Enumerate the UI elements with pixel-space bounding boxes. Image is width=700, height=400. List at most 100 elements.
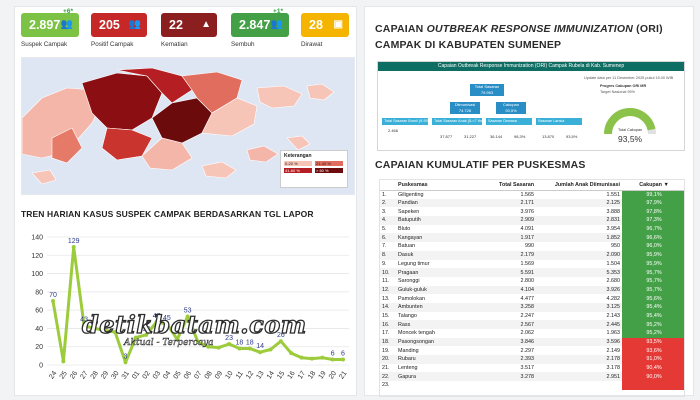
row-imunisasi: 2.143 — [606, 312, 621, 319]
col-cakupan[interactable]: Cakupan ▼ — [622, 180, 684, 191]
col-jumlah-imunisasi[interactable]: Jumlah Anak Diimunisasi — [536, 180, 622, 191]
table-row[interactable]: 21. Lenteng 3.517 3.178 90,4% — [380, 363, 684, 373]
table-row[interactable]: 7. Batuan 990 950 96,0% — [380, 242, 684, 251]
x-tick-label: 03 — [152, 370, 162, 380]
ori-card-header: Capaian Outbreak Response Immunization (… — [378, 62, 684, 71]
ori-title-italic: OUTBREAK RESPONSE IMMUNIZATION — [426, 23, 634, 35]
right-panel: CAPAIAN OUTBREAK RESPONSE IMMUNIZATION (… — [364, 6, 694, 397]
stat-label: Dirawat — [301, 41, 323, 48]
stat-value-box: 2.897 👥 — [21, 13, 79, 37]
data-point — [175, 337, 180, 342]
row-puskesmas: Guluk-guluk — [396, 285, 478, 295]
row-imunisasi: 1.504 — [606, 260, 621, 267]
table-row[interactable]: 17. Moncek tengah 2.062 1.963 95,2% — [380, 329, 684, 338]
x-tick-label: 24 — [48, 370, 58, 380]
table-row[interactable]: 2. Pandian 2.171 2.125 97,9% — [380, 198, 684, 208]
row-cakupan: 95,9% — [622, 250, 684, 260]
x-tick-label: 21 — [338, 370, 348, 380]
row-puskesmas: Pasongsongan — [396, 337, 478, 347]
data-point — [341, 357, 345, 362]
row-no: 8. — [380, 250, 396, 260]
table-row[interactable]: 19. Manding 2.297 2.149 93,6% — [380, 346, 684, 356]
x-tick-label: 29 — [100, 370, 110, 380]
row-puskesmas: Giligenting — [398, 191, 424, 198]
row-puskesmas: Batuputih — [396, 216, 478, 225]
table-row[interactable]: 18. Pasongsongan 3.846 3.596 93,5% — [380, 337, 684, 347]
ori-total-value: 79.963 — [480, 90, 494, 95]
watermark-main: detikbatam.com — [81, 309, 307, 339]
table-row[interactable]: 20. Rubaru 2.393 2.178 91,0% — [380, 355, 684, 364]
row-puskesmas: Gapura — [396, 372, 478, 382]
row-cakupan: 99,1% — [622, 190, 684, 199]
table-row[interactable]: 10. Pragaan 5.591 5.353 95,7% — [380, 268, 684, 277]
table-row[interactable]: 9. Legung timur 1.569 1.504 95,9% — [380, 259, 684, 269]
legend-chip-2: 21-40 % — [315, 161, 343, 166]
stat-card: 2.847 👥 Sembuh +1* — [231, 8, 289, 48]
col-puskesmas[interactable]: Puskesmas — [396, 180, 478, 191]
table-row[interactable]: 5. Bluto 4.091 3.954 96,7% — [380, 224, 684, 234]
data-point — [299, 355, 304, 360]
y-tick-label: 20 — [35, 344, 43, 351]
table-row[interactable]: 15. Talango 2.247 2.143 95,4% — [380, 311, 684, 321]
table-row[interactable]: 13. Pamolokan 4.477 4.282 95,6% — [380, 294, 684, 303]
x-tick-label: 09 — [214, 370, 224, 380]
ori-strip-3: Sasaran Dewasa — [486, 118, 532, 125]
trend-chart-title: TREN HARIAN KASUS SUSPEK CAMPAK BERDASAR… — [21, 209, 314, 219]
stat-value: 2.847 — [239, 18, 271, 32]
x-tick-label: 17 — [297, 370, 307, 380]
table-row[interactable]: 4. Batuputih 2.909 2.831 97,3% — [380, 216, 684, 225]
y-tick-label: 100 — [31, 271, 43, 278]
table-row[interactable]: 11. Saronggi 2.800 2.680 95,7% — [380, 276, 684, 286]
data-point — [216, 345, 221, 350]
people-icon: 👥 — [128, 19, 141, 30]
row-cakupan: 95,6% — [622, 294, 684, 303]
row-puskesmas — [396, 381, 478, 390]
data-label: 47 — [153, 313, 161, 320]
row-puskesmas: Sapeken — [398, 208, 420, 215]
ori-gauge-label: Progres Cakupan ORI MR — [600, 84, 647, 88]
table-row[interactable]: 1. Giligenting 1.565 1.551 99,1% — [380, 190, 684, 199]
table-row[interactable]: 8. Dasuk 2.179 2.090 95,9% — [380, 250, 684, 260]
left-panel: 2.897 👥 Suspek Campak +6* 205 👥 Positif Campak… — [14, 6, 357, 396]
kumulatif-title: CAPAIAN KUMULATIF PER PUSKESMAS — [375, 159, 586, 171]
row-imunisasi: 4.282 — [606, 295, 621, 302]
row-puskesmas: Lenteng — [398, 365, 418, 372]
stat-card: 2.897 👥 Suspek Campak +6* — [21, 8, 79, 48]
row-imunisasi: 3.954 — [606, 226, 621, 233]
table-row[interactable]: 3. Sapeken 3.976 3.888 97,8% — [380, 207, 684, 217]
row-puskesmas: Rass — [396, 320, 478, 329]
ori-title-post: (ORI) CAMPAK DI KABUPATEN SUMENEP — [375, 23, 663, 51]
table-header-row: Puskesmas Total Sasaran Jumlah Anak Diim… — [380, 180, 684, 191]
row-cakupan: 95,7% — [622, 268, 684, 277]
x-tick-label: 12 — [245, 370, 255, 380]
data-label: 129 — [68, 238, 80, 245]
row-puskesmas: Moncek tengah — [398, 330, 435, 337]
stat-label: Kematian — [161, 41, 188, 48]
table-row[interactable]: 22. Gapura 3.278 2.951 90,0% — [380, 372, 684, 382]
case-map[interactable]: Keterangan 0-20 % 21-40 % 41-60 % > 60 % — [21, 57, 355, 195]
ori-summary-card: Capaian Outbreak Response Immunization (… — [377, 61, 685, 151]
table-body: 1. Giligenting 1.565 1.551 99,1% 2. Pandian 2.1… — [380, 190, 684, 390]
row-puskesmas: Ambunten — [396, 302, 478, 312]
data-label: 6 — [331, 351, 335, 358]
data-label: 45 — [163, 315, 171, 322]
table-row[interactable]: 23. — [380, 381, 684, 390]
table-row[interactable]: 6. Kangayan 1.917 1.852 96,6% — [380, 233, 684, 243]
stat-delta: +1* — [273, 8, 283, 15]
ori-title-pre: CAPAIAN — [375, 23, 427, 35]
table-row[interactable]: 12. Guluk-guluk 4.104 3.926 95,7% — [380, 285, 684, 295]
x-tick-label: 10 — [224, 370, 234, 380]
x-tick-label: 06 — [183, 370, 193, 380]
x-tick-label: 11 — [235, 370, 245, 380]
table-row[interactable]: 16. Rass 2.567 2.445 95,2% — [380, 320, 684, 329]
row-cakupan: 93,5% — [622, 337, 684, 347]
col-total-sasaran[interactable]: Total Sasaran — [478, 180, 536, 191]
table-row[interactable]: 14. Ambunten 3.258 3.125 95,4% — [380, 302, 684, 312]
data-label: 3 — [124, 353, 128, 360]
row-no: 19. — [382, 347, 390, 354]
row-sasaran: 3.258 — [478, 302, 536, 312]
x-tick-label: 18 — [307, 370, 317, 380]
row-sasaran: 1.569 — [520, 260, 535, 267]
row-no: 1. — [382, 191, 387, 198]
